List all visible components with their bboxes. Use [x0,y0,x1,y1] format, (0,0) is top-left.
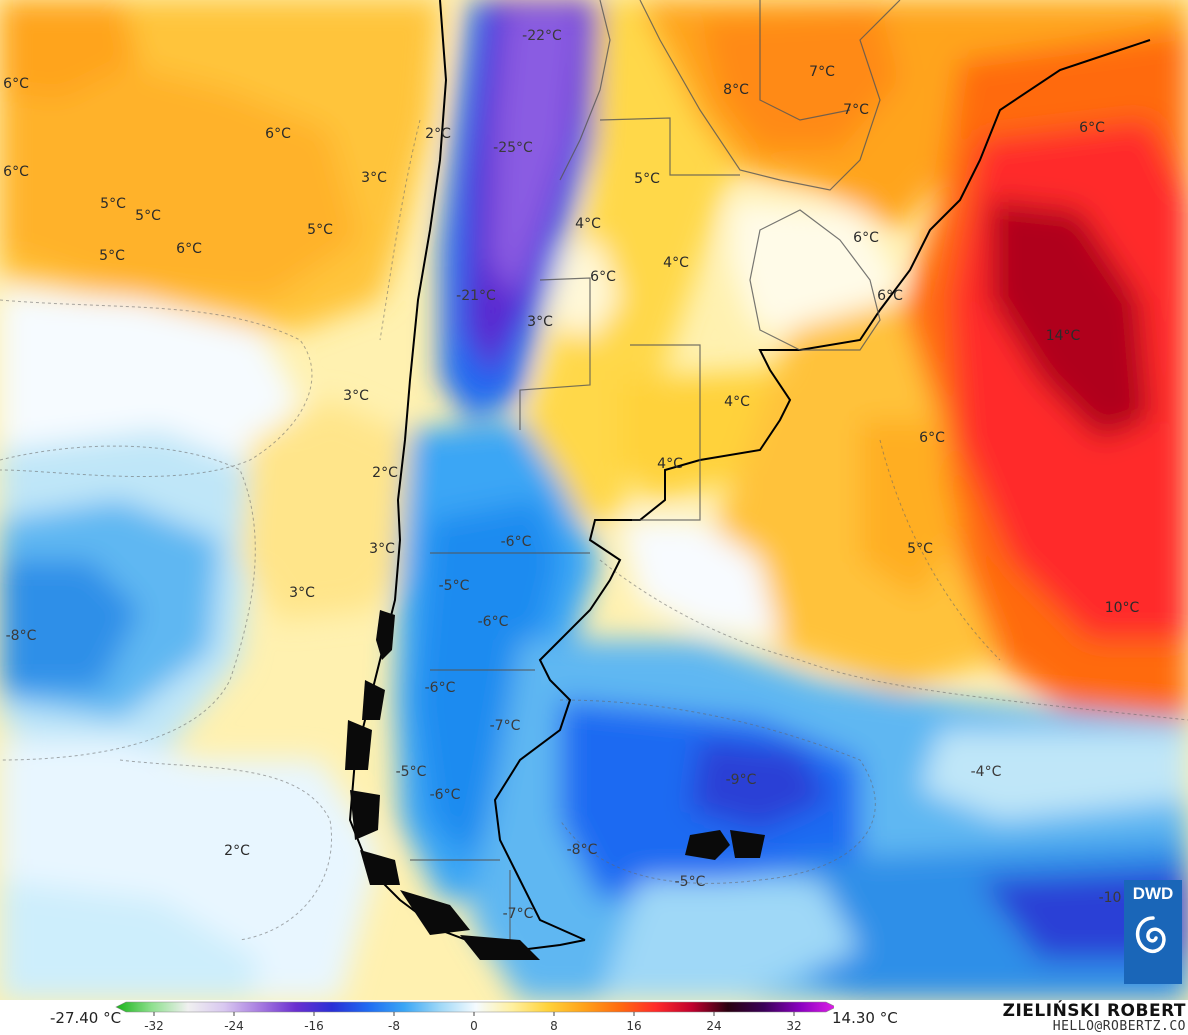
temperature-label: 3°C [369,541,395,557]
temperature-label: 6°C [3,76,29,92]
colorbar-tick-label: -8 [388,1019,400,1033]
temperature-field [0,0,1188,1000]
temperature-label: -5°C [675,874,706,890]
borders [410,0,901,945]
temperature-labels: -22°C 6°C 7°C 8°C 7°C 2°C 6°C -25°C 6°C 6°C 3°C 5°C… [3,28,1139,922]
swirl-icon [1135,916,1166,953]
temperature-label: -5°C [439,578,470,594]
dwd-logo: DWD [1124,880,1182,984]
temperature-label: -6°C [430,787,461,803]
colorbar-tick-label: -16 [304,1019,324,1033]
credit-email: HELLO@ROBERTZ.CO [1052,1019,1186,1034]
temperature-label: -22°C [522,28,562,44]
dwd-logo-text: DWD [1132,884,1174,903]
temperature-label: 5°C [634,171,660,187]
temperature-label: 8°C [723,82,749,98]
temperature-label: 7°C [809,64,835,80]
temperature-label: 6°C [1079,120,1105,136]
temperature-map: -22°C 6°C 7°C 8°C 7°C 2°C 6°C -25°C 6°C 6°C 3°C 5°C… [0,0,1188,1000]
temperature-label: 5°C [100,196,126,212]
colorbar-tick-label: 0 [470,1019,478,1033]
temperature-label: 4°C [663,255,689,271]
temperature-label: 5°C [135,208,161,224]
colorbar-tick-label: -24 [224,1019,244,1033]
colorbar-min-label: -27.40 °C [50,1009,122,1027]
temperature-label: 4°C [575,216,601,232]
chile-archipelago [345,610,540,960]
temperature-label: -7°C [503,906,534,922]
falkland-islands [685,830,765,860]
contour-lines [0,119,1188,941]
temperature-label: 7°C [843,102,869,118]
colorbar-tick-label: -32 [144,1019,164,1033]
temperature-label: -8°C [6,628,37,644]
temperature-label: -10 [1099,890,1122,906]
temperature-label: -9°C [726,772,757,788]
temperature-label: 2°C [224,843,250,859]
colorbar: -32 -24 -16 -8 0 8 16 24 32 [115,1001,834,1033]
temperature-label: 5°C [99,248,125,264]
colorbar-tick-label: 32 [786,1019,801,1033]
temperature-label: 6°C [3,164,29,180]
colorbar-tick-label: 24 [706,1019,721,1033]
map-canvas: -22°C 6°C 7°C 8°C 7°C 2°C 6°C -25°C 6°C 6°C 3°C 5°C… [0,0,1188,1000]
temperature-label: 3°C [361,170,387,186]
credit-name: ZIELIŃSKI ROBERT [1002,1001,1186,1021]
temperature-label: -5°C [396,764,427,780]
temperature-label: 6°C [853,230,879,246]
temperature-label: -8°C [567,842,598,858]
temperature-label: 3°C [289,585,315,601]
footer: -27.40 °C -32 -24 -16 -8 0 8 16 24 32 14.30 °C Z… [0,1000,1188,1035]
colorbar-tick-label: 16 [626,1019,641,1033]
colorbar-gradient [115,1001,834,1013]
temperature-label: 3°C [343,388,369,404]
temperature-label: 2°C [425,126,451,142]
colorbar-tick-label: 8 [550,1019,558,1033]
temperature-label: 5°C [307,222,333,238]
temperature-label: 4°C [657,456,683,472]
temperature-label: 14°C [1046,328,1081,344]
temperature-label: 4°C [724,394,750,410]
temperature-label: -4°C [971,764,1002,780]
temperature-label: 5°C [907,541,933,557]
temperature-label: 2°C [372,465,398,481]
temperature-label: 6°C [919,430,945,446]
temperature-label: -21°C [456,288,496,304]
temperature-label: 3°C [527,314,553,330]
temperature-label: -25°C [493,140,533,156]
temperature-label: 6°C [265,126,291,142]
temperature-label: -7°C [490,718,521,734]
colorbar-max-label: 14.30 °C [832,1009,898,1027]
temperature-label: 10°C [1105,600,1140,616]
temperature-label: 6°C [877,288,903,304]
temperature-label: -6°C [478,614,509,630]
temperature-label: -6°C [425,680,456,696]
temperature-label: -6°C [501,534,532,550]
temperature-label: 6°C [590,269,616,285]
temperature-label: 6°C [176,241,202,257]
